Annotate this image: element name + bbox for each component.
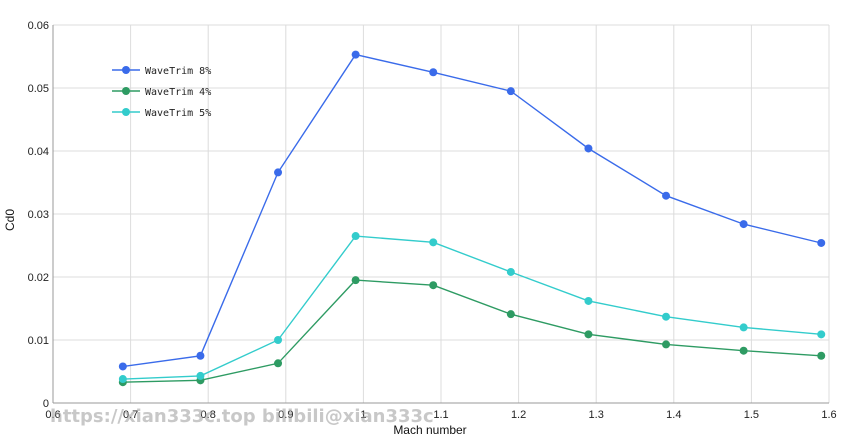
x-tick-label: 0.6: [45, 409, 60, 421]
series-line-0: [122, 53, 822, 368]
watermark-text: https://xian333c.top bilibili@xian333c: [50, 406, 434, 427]
legend-item[interactable]: WaveTrim 8%: [112, 66, 211, 77]
y-tick-label: 0.05: [28, 83, 49, 95]
y-tick-label: 0.03: [28, 209, 49, 221]
data-point[interactable]: [429, 238, 438, 247]
data-point[interactable]: [584, 330, 593, 339]
x-tick-label: 0.8: [201, 409, 216, 421]
data-point[interactable]: [662, 340, 671, 349]
legend-marker: [122, 66, 130, 74]
data-point[interactable]: [351, 276, 360, 285]
data-point[interactable]: [584, 144, 593, 153]
data-point[interactable]: [274, 168, 283, 177]
x-tick-label: 1.1: [433, 409, 448, 421]
data-point[interactable]: [739, 346, 748, 355]
x-tick-label: 1.4: [666, 409, 681, 421]
y-axis-title: Cd0: [3, 209, 17, 231]
data-point[interactable]: [351, 232, 360, 241]
data-point[interactable]: [739, 220, 748, 229]
data-point[interactable]: [118, 375, 127, 384]
data-point[interactable]: [817, 351, 826, 360]
legend-label: WaveTrim 4%: [145, 87, 211, 98]
axes: 0.6 0.7 0.8 0.9 1 1.1 1.2 1.3 1.4 1.5 1.6 0 0.01 0.02…: [28, 20, 837, 421]
x-tick-label: 1.3: [589, 409, 604, 421]
legend-label: WaveTrim 5%: [145, 108, 211, 119]
legend-item[interactable]: WaveTrim 4%: [112, 87, 211, 98]
x-axis-title: Mach number: [393, 423, 466, 437]
data-point[interactable]: [584, 296, 593, 305]
x-tick-label: 0.9: [278, 409, 293, 421]
y-tick-label: 0.01: [28, 335, 49, 347]
x-tick-label: 1: [360, 409, 366, 421]
data-point[interactable]: [274, 359, 283, 368]
data-point[interactable]: [662, 191, 671, 200]
y-tick-label: 0.04: [28, 146, 49, 158]
data-point[interactable]: [739, 323, 748, 332]
y-tick-label: 0.02: [28, 272, 49, 284]
data-point[interactable]: [817, 330, 826, 339]
legend-item[interactable]: WaveTrim 5%: [112, 108, 211, 119]
x-tick-label: 1.5: [744, 409, 759, 421]
legend-marker: [122, 87, 130, 95]
data-point[interactable]: [506, 267, 515, 276]
series-line-1: [122, 279, 822, 383]
legend-marker: [122, 108, 130, 116]
data-point[interactable]: [351, 50, 360, 59]
y-tick-label: 0.06: [28, 20, 49, 32]
y-tick-label: 0: [43, 398, 49, 410]
x-tick-label: 1.2: [511, 409, 526, 421]
data-point[interactable]: [817, 238, 826, 247]
legend[interactable]: WaveTrim 8% WaveTrim 4% WaveTrim 5%: [112, 66, 211, 119]
data-point[interactable]: [118, 362, 127, 371]
data-point[interactable]: [429, 281, 438, 290]
data-point[interactable]: [196, 351, 205, 360]
series-line-2: [122, 235, 822, 380]
legend-label: WaveTrim 8%: [145, 66, 211, 77]
gridlines: [52, 24, 830, 404]
data-point[interactable]: [196, 371, 205, 380]
data-point[interactable]: [506, 87, 515, 96]
x-tick-label: 1.6: [821, 409, 836, 421]
series-lines: [118, 50, 826, 387]
data-point[interactable]: [662, 312, 671, 321]
x-tick-label: 0.7: [123, 409, 138, 421]
data-point[interactable]: [274, 336, 283, 344]
data-point[interactable]: [429, 68, 438, 77]
data-point[interactable]: [506, 310, 515, 319]
